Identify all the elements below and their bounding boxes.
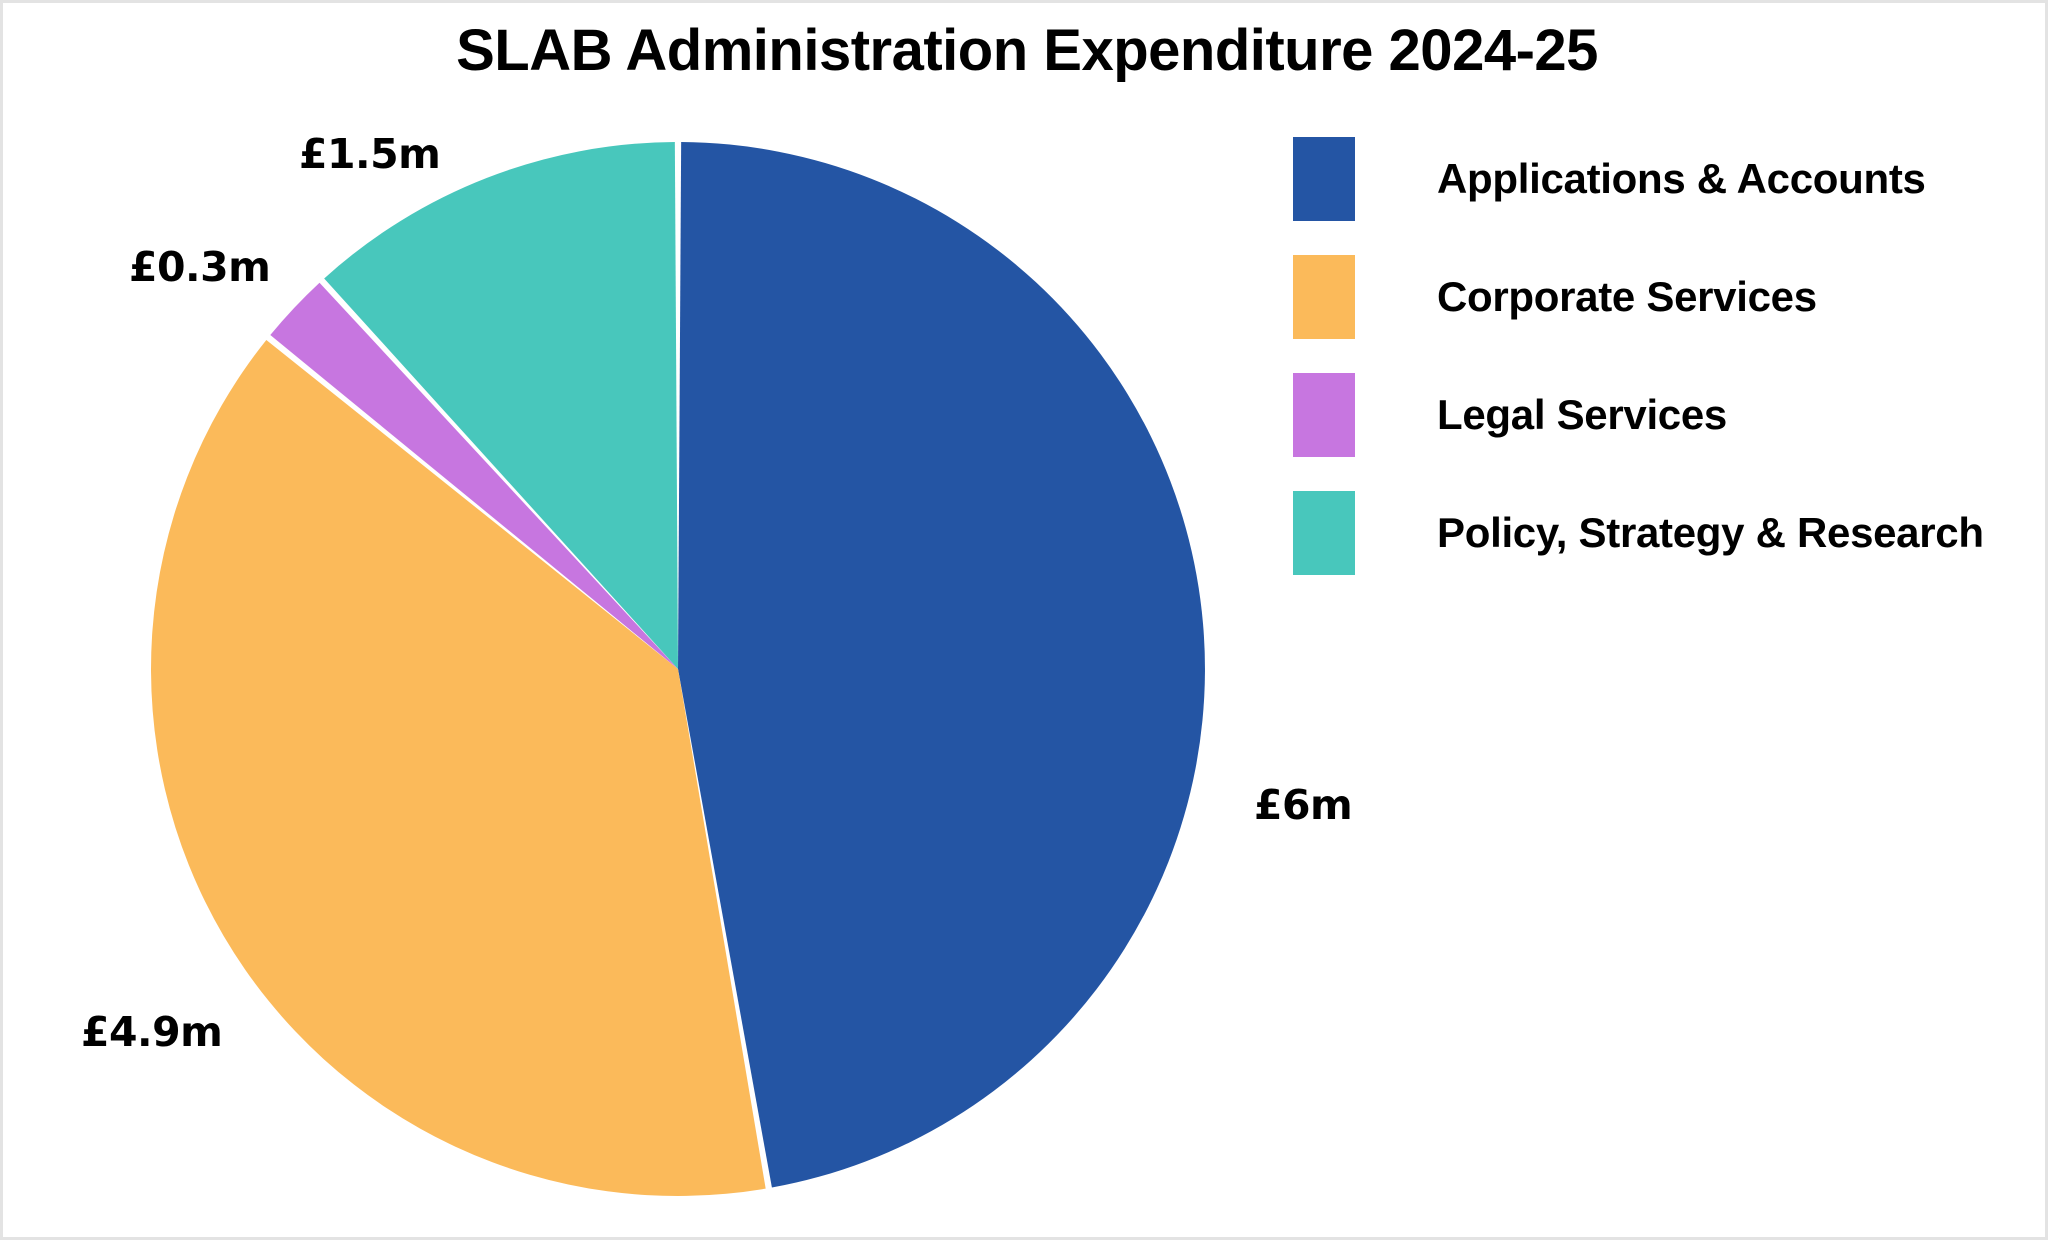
- legend-label: Legal Services: [1437, 391, 1727, 438]
- legend-item-policy-strategy-research[interactable]: Policy, Strategy & Research: [1293, 489, 2023, 577]
- slice-label-legal-services: £0.3m: [129, 243, 271, 291]
- legend-label: Applications & Accounts: [1437, 155, 1926, 202]
- pie-chart: £6m £4.9m £0.3m £1.5m: [3, 3, 1353, 1243]
- legend-swatch-icon: [1293, 255, 1355, 339]
- pie-slice[interactable]: [324, 142, 678, 669]
- slice-label-corporate-services: £4.9m: [81, 1008, 223, 1056]
- chart-legend: Applications & Accounts Corporate Servic…: [1293, 135, 2023, 607]
- slice-label-policy-strategy-research: £1.5m: [299, 130, 441, 178]
- legend-item-corporate-services[interactable]: Corporate Services: [1293, 253, 2023, 341]
- slice-label-applications-accounts: £6m: [1254, 781, 1353, 829]
- legend-swatch-icon: [1293, 373, 1355, 457]
- pie-slice[interactable]: [678, 142, 1205, 1188]
- legend-swatch-icon: [1293, 491, 1355, 575]
- legend-item-legal-services[interactable]: Legal Services: [1293, 371, 2023, 459]
- pie-slices: [151, 142, 1205, 1196]
- pie-svg: [151, 142, 1205, 1196]
- legend-label: Policy, Strategy & Research: [1437, 509, 1984, 556]
- pie-slice[interactable]: [270, 282, 678, 669]
- legend-label: Corporate Services: [1437, 273, 1817, 320]
- pie-slice[interactable]: [151, 339, 766, 1196]
- legend-swatch-icon: [1293, 137, 1355, 221]
- legend-item-applications-accounts[interactable]: Applications & Accounts: [1293, 135, 2023, 223]
- page-title: SLAB Administration Expenditure 2024-25: [456, 18, 1598, 83]
